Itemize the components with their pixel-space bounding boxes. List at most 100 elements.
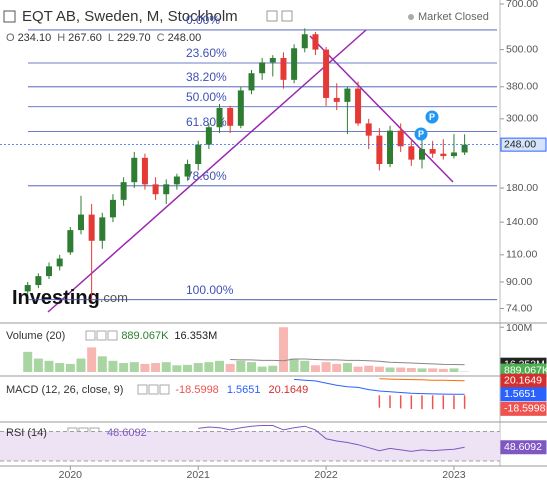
candle-body <box>56 258 63 267</box>
volume-bar <box>161 362 171 372</box>
candle-body <box>440 153 447 157</box>
legend-item: 889.067K <box>121 330 169 342</box>
y-tick-label: 90.00 <box>506 276 532 288</box>
event-marker <box>414 127 428 141</box>
legend-item: 229.70 <box>117 32 151 44</box>
candle-body <box>120 182 127 200</box>
volume-bar <box>55 363 65 372</box>
macd-histogram-bar <box>410 395 413 409</box>
price-tag <box>500 137 547 152</box>
fib-label: 78.60% <box>186 169 227 183</box>
y-tick-label: 140.00 <box>506 216 538 228</box>
volume-bar <box>108 360 118 372</box>
macd-histogram-bar <box>389 395 391 409</box>
candle-body <box>259 62 266 74</box>
fib-label: 50.00% <box>186 90 227 104</box>
legend-item: H <box>57 32 65 44</box>
candle-body <box>227 107 234 126</box>
candle-body <box>141 157 148 185</box>
legend: MACD (12, 26, close, 9) -18.5998 1.5651 20.… <box>6 384 308 396</box>
price-tag-label: 889.067K <box>504 364 547 376</box>
candle-body <box>195 144 202 164</box>
volume-bar <box>151 363 161 372</box>
volume-bar <box>225 363 235 372</box>
candle-body <box>408 146 415 160</box>
volume-bar <box>300 360 310 372</box>
button[interactable] <box>281 10 293 22</box>
legend-item: 248.00 <box>168 32 202 44</box>
y-tick-label: 300.00 <box>506 113 538 125</box>
y-tick-label: 180.00 <box>506 182 538 194</box>
signal-line <box>379 378 465 382</box>
price-tag-label: 1.5651 <box>504 388 536 400</box>
candle-body <box>35 276 42 286</box>
price-tag-label: 248.00 <box>504 138 536 150</box>
legend-item: 20.1649 <box>268 384 308 396</box>
candle-body <box>312 34 319 50</box>
volume-bar <box>33 358 43 372</box>
volume-bar <box>215 360 225 372</box>
candle-body <box>184 163 191 177</box>
candle-body <box>77 214 84 231</box>
button[interactable] <box>266 10 278 22</box>
price-tag-label: 20.1649 <box>504 375 542 387</box>
volume-bar <box>268 365 278 372</box>
volume-bar <box>97 356 107 372</box>
y-tick-label: 380.00 <box>506 81 538 93</box>
price-tag-label: -18.5998 <box>504 403 546 415</box>
candle-body <box>323 49 330 98</box>
volume-bar <box>353 366 363 372</box>
button <box>148 384 159 395</box>
event-marker-label: P <box>429 112 435 122</box>
y-tick-label: 500.00 <box>506 43 538 55</box>
candle-body <box>216 107 223 128</box>
candle-body <box>248 73 255 91</box>
legend-item: RSI (14) <box>6 427 47 439</box>
legend: RSI (14) 48.6092 <box>6 427 147 439</box>
volume-bar <box>364 365 374 372</box>
volume-bar <box>332 363 342 372</box>
candle-body <box>387 130 394 164</box>
candle-body <box>344 88 351 102</box>
volume-ma-line <box>230 358 465 366</box>
x-tick-label: 2020 <box>59 469 83 481</box>
legend: Volume (20) 889.067K 16.353M <box>6 330 217 342</box>
price-tag <box>500 401 547 416</box>
legend-item: 48.6092 <box>107 427 147 439</box>
market-status: Market Closed <box>418 11 489 23</box>
fib-label: 0.00% <box>186 13 220 27</box>
x-tick-label: 2022 <box>314 469 338 481</box>
button <box>96 330 107 341</box>
button <box>159 384 170 395</box>
legend-item: -18.5998 <box>175 384 218 396</box>
x-tick-label: 2021 <box>187 469 211 481</box>
macd-histogram-bar <box>442 395 445 410</box>
event-marker-label: P <box>418 129 424 139</box>
volume-bar <box>289 358 299 372</box>
legend-item: 234.10 <box>18 32 52 44</box>
candle-body <box>163 184 170 195</box>
volume-bar <box>23 351 33 372</box>
volume-bar <box>385 367 395 372</box>
volume-bar <box>204 362 214 372</box>
volume-bar <box>44 360 54 372</box>
x-tick-label: 2023 <box>442 469 466 481</box>
y-tick-label: 74.00 <box>506 302 532 314</box>
legend-item: Volume (20) <box>6 330 65 342</box>
volume-bar <box>257 366 267 372</box>
candle-body <box>333 97 340 102</box>
price-tag-label: 48.6092 <box>504 441 542 453</box>
volume-bar <box>76 358 86 372</box>
candle-body <box>269 57 276 63</box>
legend-item: O <box>6 32 15 44</box>
legend-item: MACD (12, 26, close, 9) <box>6 384 123 396</box>
legend-item: 1.5651 <box>227 384 261 396</box>
fib-label: 38.20% <box>186 70 227 84</box>
button <box>107 330 118 341</box>
candle-body <box>450 152 457 157</box>
volume-bar <box>374 366 384 372</box>
menu-icon[interactable] <box>3 10 16 23</box>
macd-histogram-bar <box>421 395 423 410</box>
legend-item: 267.60 <box>68 32 102 44</box>
